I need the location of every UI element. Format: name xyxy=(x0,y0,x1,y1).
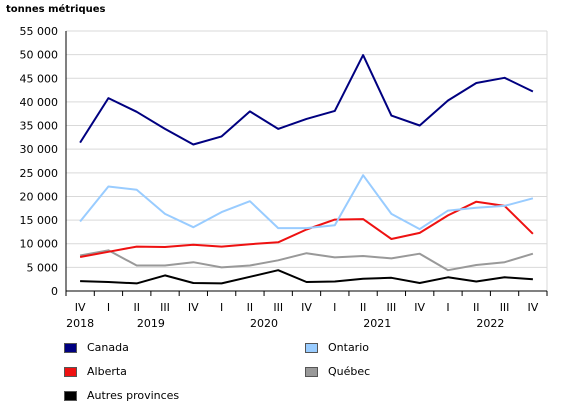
series-line-quebec xyxy=(79,249,534,272)
y-tick-label: 35 000 xyxy=(20,120,59,133)
x-year-label: 2022 xyxy=(476,317,504,330)
x-tick-label: III xyxy=(273,301,283,314)
y-axis-tick-labels: 0 5 000 10 000 15 000 20 000 25 000 30 000 35 0… xyxy=(20,25,59,298)
x-tick-label: IV xyxy=(188,301,199,314)
y-tick-label: 15 000 xyxy=(20,214,59,227)
gridlines xyxy=(66,30,548,291)
y-tick-label: 10 000 xyxy=(20,238,59,251)
y-tick-label: 25 000 xyxy=(20,167,59,180)
x-year-label: 2021 xyxy=(363,317,391,330)
x-tick-label: I xyxy=(333,301,336,314)
x-tick-label: III xyxy=(387,301,397,314)
x-tick-label: II xyxy=(133,301,140,314)
x-year-label: 2018 xyxy=(66,317,94,330)
y-tick-label: 5 000 xyxy=(27,261,59,274)
x-tick-label: II xyxy=(360,301,367,314)
y-tick-label: 30 000 xyxy=(20,143,59,156)
x-tick-label: II xyxy=(247,301,254,314)
x-tick-label: II xyxy=(473,301,480,314)
y-tick-label: 55 000 xyxy=(20,25,59,38)
y-tick-label: 20 000 xyxy=(20,190,59,203)
x-tick-label: IV xyxy=(301,301,312,314)
x-tick-label: III xyxy=(500,301,510,314)
x-year-label: 2020 xyxy=(250,317,278,330)
x-year-label: 2019 xyxy=(137,317,165,330)
y-unit-label: tonnes métriques xyxy=(6,3,106,15)
x-tick-label: IV xyxy=(527,301,538,314)
y-tick-label: 0 xyxy=(51,285,58,298)
x-tick-label: IV xyxy=(414,301,425,314)
y-tick-label: 45 000 xyxy=(20,72,59,85)
x-tick-label: I xyxy=(107,301,110,314)
y-tick-label: 50 000 xyxy=(20,49,59,62)
series-lines xyxy=(79,54,534,285)
x-tick-label: III xyxy=(160,301,170,314)
series-line-ontario xyxy=(79,174,534,231)
y-tick-label: 40 000 xyxy=(20,96,59,109)
series-line-canada xyxy=(79,54,534,146)
x-tick-label: IV xyxy=(75,301,86,314)
series-line-autres-provinces xyxy=(80,269,533,285)
x-tick-label: I xyxy=(446,301,449,314)
series-line-alberta xyxy=(79,200,534,258)
x-tick-label: I xyxy=(220,301,223,314)
